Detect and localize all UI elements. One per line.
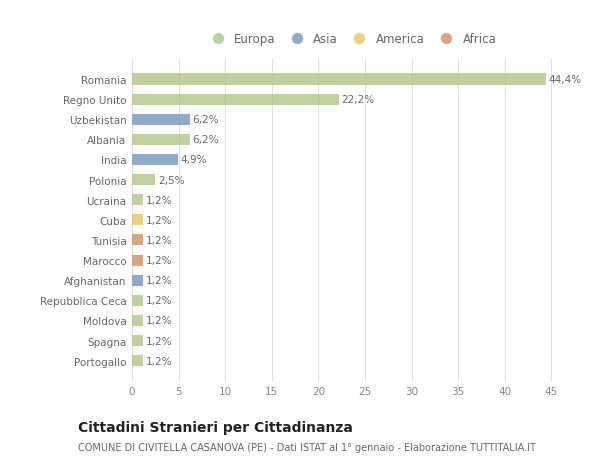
Text: 1,2%: 1,2% (146, 296, 172, 306)
Bar (132, 355, 143, 366)
Bar (132, 235, 143, 246)
Text: 4,9%: 4,9% (181, 155, 207, 165)
Text: 6,2%: 6,2% (193, 135, 219, 145)
Bar (132, 255, 143, 266)
Bar (132, 174, 155, 186)
Bar (132, 315, 143, 326)
Bar (132, 215, 143, 226)
Bar (132, 335, 143, 346)
Bar (132, 295, 143, 306)
Bar (132, 134, 190, 146)
Legend: Europa, Asia, America, Africa: Europa, Asia, America, Africa (203, 30, 499, 48)
Text: 1,2%: 1,2% (146, 356, 172, 366)
Bar (132, 74, 546, 85)
Bar (132, 275, 143, 286)
Bar (132, 114, 190, 125)
Text: Cittadini Stranieri per Cittadinanza: Cittadini Stranieri per Cittadinanza (78, 420, 353, 434)
Text: 22,2%: 22,2% (341, 95, 375, 105)
Text: 1,2%: 1,2% (146, 316, 172, 326)
Text: COMUNE DI CIVITELLA CASANOVA (PE) - Dati ISTAT al 1° gennaio - Elaborazione TUTT: COMUNE DI CIVITELLA CASANOVA (PE) - Dati… (78, 442, 536, 452)
Bar (132, 95, 339, 106)
Text: 44,4%: 44,4% (548, 75, 581, 85)
Text: 6,2%: 6,2% (193, 115, 219, 125)
Text: 1,2%: 1,2% (146, 256, 172, 265)
Text: 1,2%: 1,2% (146, 336, 172, 346)
Text: 1,2%: 1,2% (146, 275, 172, 285)
Text: 1,2%: 1,2% (146, 195, 172, 205)
Bar (132, 155, 178, 166)
Text: 2,5%: 2,5% (158, 175, 185, 185)
Bar (132, 195, 143, 206)
Text: 1,2%: 1,2% (146, 215, 172, 225)
Text: 1,2%: 1,2% (146, 235, 172, 246)
